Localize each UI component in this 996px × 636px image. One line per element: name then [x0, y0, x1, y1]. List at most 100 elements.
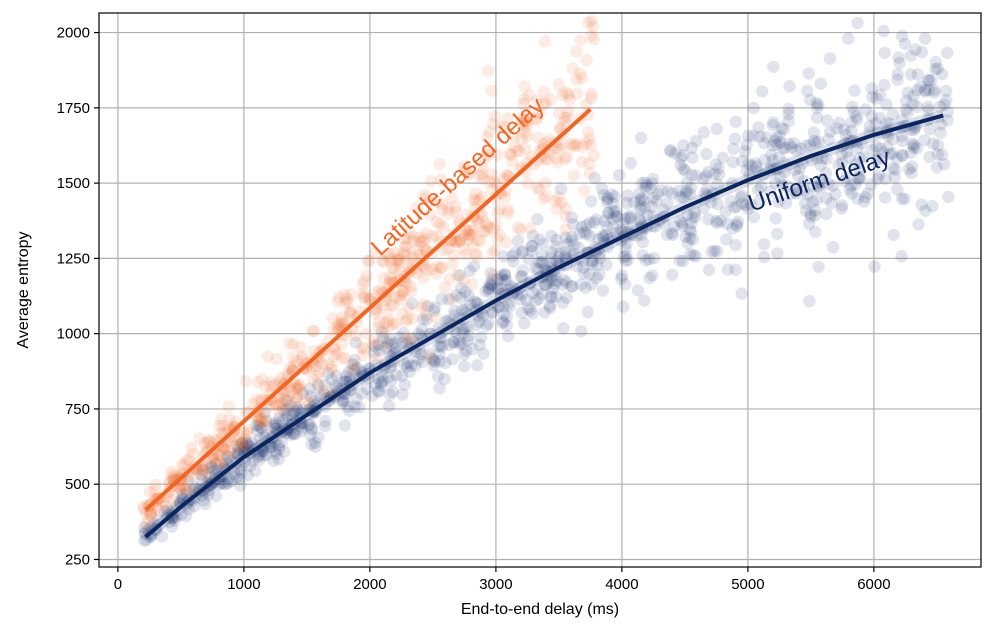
data-point [420, 313, 433, 326]
data-point [336, 317, 349, 331]
data-point [570, 139, 584, 152]
data-point [454, 281, 468, 295]
data-point [363, 254, 376, 267]
data-point [541, 152, 554, 166]
data-point [448, 309, 461, 322]
data-point [463, 224, 476, 237]
data-point [377, 272, 391, 285]
data-point [438, 372, 451, 386]
data-point [327, 323, 340, 336]
data-point [617, 217, 630, 230]
data-point [327, 349, 340, 363]
data-point [466, 228, 479, 241]
data-point [188, 500, 201, 513]
data-point [845, 100, 859, 114]
data-point [381, 315, 394, 328]
data-point [214, 477, 228, 490]
data-point [360, 269, 373, 282]
data-point [646, 172, 660, 186]
data-point [453, 269, 466, 282]
data-point [291, 381, 304, 395]
data-point [868, 260, 881, 273]
data-point [242, 439, 255, 452]
data-point [186, 447, 199, 460]
data-point [853, 151, 867, 165]
data-point [393, 331, 406, 344]
data-point [167, 468, 180, 481]
data-point [200, 457, 213, 471]
data-point [369, 246, 382, 259]
data-point [466, 342, 479, 356]
data-point [886, 147, 899, 160]
data-point [774, 171, 787, 184]
data-point [619, 243, 632, 256]
data-point [306, 373, 320, 386]
data-point [783, 80, 796, 93]
data-point [238, 433, 251, 446]
data-point [410, 243, 423, 256]
data-point [311, 378, 325, 391]
data-point [583, 216, 597, 229]
data-point [445, 258, 459, 271]
data-point [700, 147, 713, 161]
data-point [588, 216, 601, 229]
data-point [502, 203, 515, 216]
data-point [736, 154, 749, 168]
data-point [485, 168, 498, 181]
data-point [228, 467, 241, 481]
data-point [268, 379, 281, 392]
data-point [386, 385, 400, 398]
data-point [565, 230, 578, 244]
data-point [518, 112, 532, 126]
data-point [390, 342, 403, 355]
data-point [936, 148, 949, 161]
data-point [842, 32, 855, 45]
data-point [525, 240, 539, 253]
data-point [269, 416, 282, 429]
data-point [896, 149, 909, 162]
data-point [766, 119, 779, 132]
data-point [674, 159, 687, 172]
data-point [272, 442, 286, 456]
data-point [559, 231, 572, 244]
data-point [314, 389, 327, 403]
data-point [619, 278, 632, 291]
data-point [199, 497, 212, 511]
data-point [922, 73, 935, 87]
data-point [439, 315, 453, 328]
data-point [168, 514, 181, 527]
data-point [272, 439, 285, 453]
data-point [406, 312, 419, 325]
data-point [488, 192, 501, 205]
data-point [234, 479, 247, 492]
data-point [201, 436, 215, 449]
data-point [225, 475, 238, 488]
data-point [845, 179, 858, 192]
data-point [277, 403, 290, 416]
data-point [356, 341, 369, 354]
y-axis-label: Average entropy [15, 231, 32, 348]
data-point [609, 209, 622, 222]
data-point [520, 114, 534, 127]
data-point [907, 139, 921, 152]
data-point [223, 412, 236, 426]
data-point [309, 440, 322, 453]
data-point [393, 264, 407, 278]
data-point [491, 232, 504, 245]
data-point [429, 311, 442, 324]
data-point [807, 126, 821, 139]
data-point [697, 172, 710, 185]
data-point [729, 115, 742, 128]
data-point [812, 135, 825, 148]
data-point [811, 101, 824, 114]
data-point [820, 152, 833, 166]
data-point [403, 365, 416, 378]
data-point [551, 156, 565, 169]
data-point [458, 160, 471, 173]
data-point [669, 147, 682, 160]
data-point [283, 361, 297, 375]
data-point [679, 230, 692, 243]
data-point [399, 331, 413, 344]
data-point [415, 323, 428, 336]
data-point [866, 90, 879, 104]
